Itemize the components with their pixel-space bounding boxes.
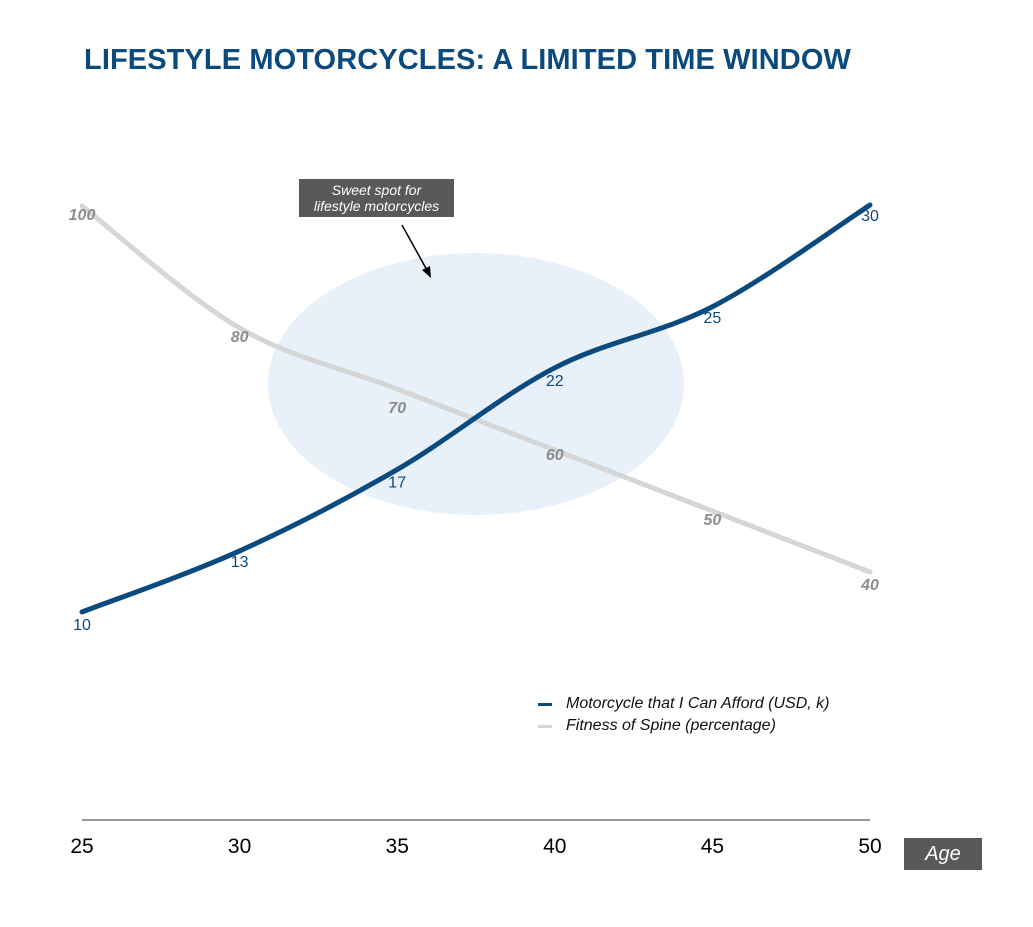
- data-label-spine-50: 40: [860, 577, 879, 594]
- annotation-line-2: lifestyle motorcycles: [313, 198, 440, 214]
- sweet-spot-annotation: Sweet spot for lifestyle motorcycles: [299, 179, 454, 217]
- data-label-motorcycle-35: 17: [388, 475, 406, 492]
- x-axis-label-box: Age: [904, 838, 982, 870]
- x-tick-label-40: 40: [543, 835, 566, 858]
- legend-item-motorcycle: Motorcycle that I Can Afford (USD, k): [538, 693, 829, 715]
- data-label-motorcycle-50: 30: [861, 208, 879, 225]
- legend-swatch-spine: [538, 724, 552, 728]
- legend: Motorcycle that I Can Afford (USD, k) Fi…: [538, 693, 829, 737]
- data-label-motorcycle-25: 10: [73, 617, 91, 634]
- legend-swatch-motorcycle: [538, 702, 552, 706]
- data-label-spine-30: 80: [231, 329, 249, 346]
- x-tick-label-35: 35: [386, 835, 409, 858]
- x-tick-label-45: 45: [701, 835, 724, 858]
- data-label-motorcycle-45: 25: [704, 310, 722, 327]
- legend-item-spine: Fitness of Spine (percentage): [538, 715, 829, 737]
- legend-label-motorcycle: Motorcycle that I Can Afford (USD, k): [566, 695, 830, 712]
- sweet-spot-ellipse: [268, 253, 684, 515]
- series-line-spine: [79, 203, 873, 575]
- x-tick-label-25: 25: [70, 835, 93, 858]
- annotation-line-1: Sweet spot for: [331, 182, 422, 198]
- data-label-motorcycle-40: 22: [546, 373, 564, 390]
- data-label-spine-45: 50: [704, 512, 722, 529]
- annotation-arrow: [401, 224, 429, 273]
- chart-title: LIFESTYLE MOTORCYCLES: A LIMITED TIME WI…: [84, 44, 851, 76]
- data-label-motorcycle-30: 13: [231, 554, 249, 571]
- x-tick-label-50: 50: [858, 835, 881, 858]
- x-tick-label-30: 30: [228, 835, 251, 858]
- series-line-motorcycle: [79, 202, 873, 615]
- data-label-spine-25: 100: [69, 207, 96, 224]
- data-label-spine-35: 70: [388, 400, 406, 417]
- annotation-arrowhead: [422, 266, 431, 278]
- data-label-spine-40: 60: [546, 447, 564, 464]
- legend-label-spine: Fitness of Spine (percentage): [566, 717, 776, 734]
